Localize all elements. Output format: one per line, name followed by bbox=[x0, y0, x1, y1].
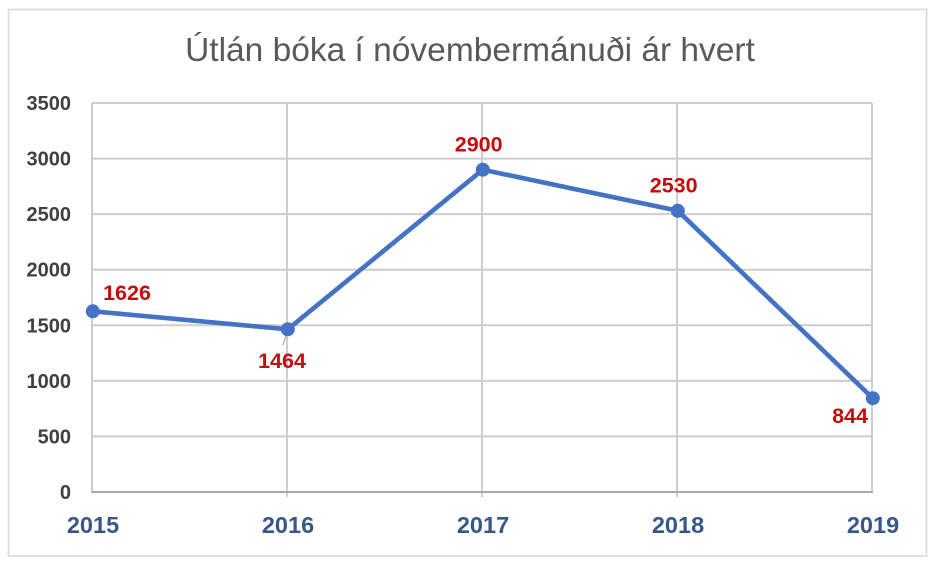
svg-text:3500: 3500 bbox=[27, 93, 72, 115]
svg-text:844: 844 bbox=[832, 404, 868, 428]
svg-text:2017: 2017 bbox=[457, 512, 509, 538]
svg-text:2900: 2900 bbox=[455, 133, 503, 157]
svg-text:Útlán bóka í nóvembermánuði ár: Útlán bóka í nóvembermánuði ár hvert bbox=[185, 31, 755, 69]
svg-text:1464: 1464 bbox=[258, 349, 306, 373]
svg-text:2530: 2530 bbox=[650, 174, 698, 198]
svg-text:0: 0 bbox=[60, 482, 71, 504]
svg-text:1500: 1500 bbox=[27, 315, 72, 337]
svg-text:1626: 1626 bbox=[103, 281, 151, 305]
svg-text:3000: 3000 bbox=[27, 149, 72, 171]
svg-text:1000: 1000 bbox=[27, 371, 72, 393]
svg-text:2500: 2500 bbox=[27, 204, 72, 226]
svg-text:2016: 2016 bbox=[262, 512, 314, 538]
svg-text:2019: 2019 bbox=[847, 512, 899, 538]
svg-text:2018: 2018 bbox=[652, 512, 704, 538]
svg-text:2000: 2000 bbox=[27, 260, 72, 282]
svg-text:2015: 2015 bbox=[67, 512, 119, 538]
svg-text:500: 500 bbox=[38, 426, 71, 448]
